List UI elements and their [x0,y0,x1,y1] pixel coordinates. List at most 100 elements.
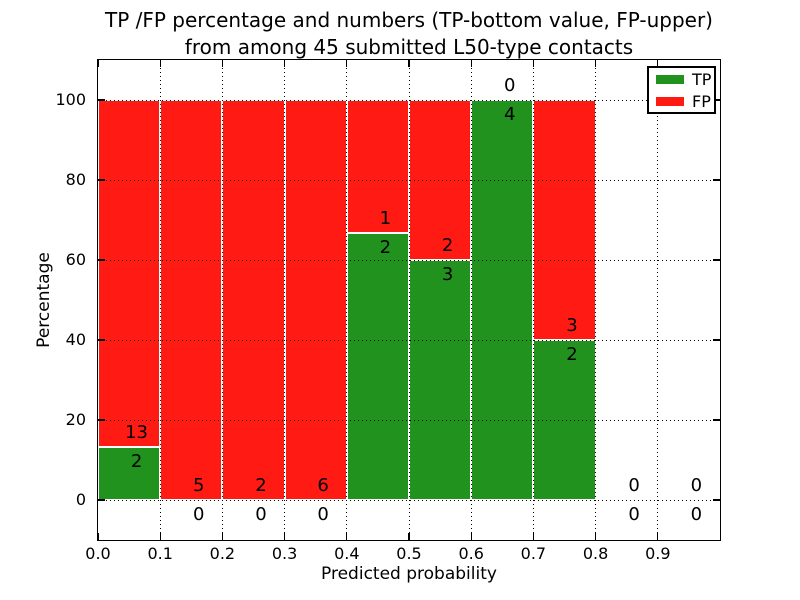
fp-count-label: 6 [317,475,329,496]
plot-area: TP FP 13 2 5 0 2 0 6 0 1 2 2 3 0 4 3 2 0 0 0 0 [97,59,721,541]
tp-count-label: 0 [255,504,267,525]
x-tick-mark [408,60,410,67]
tp-count-label: 0 [628,504,640,525]
x-tick-mark [97,533,99,540]
y-tick-label: 0 [75,490,86,509]
x-tick-label: 0.5 [396,544,422,563]
tp-count-label: 0 [317,504,329,525]
fp-bar-segment [284,100,347,500]
horizontal-gridline [98,179,720,181]
x-tick-mark [657,533,659,540]
chart-title-line-1: TP /FP percentage and numbers (TP-bottom… [105,8,713,32]
x-tick-mark [408,533,410,540]
y-tick-label: 60 [65,250,86,269]
y-tick-mark [98,259,105,261]
chart-title: TP /FP percentage and numbers (TP-bottom… [9,7,800,61]
legend-item-fp: FP [649,91,714,112]
fp-count-label: 2 [255,475,267,496]
tp-bar-segment [409,260,472,500]
fp-count-label: 0 [690,475,703,496]
fp-count-label: 5 [193,475,205,496]
y-tick-mark [98,419,105,421]
legend-item-tp: TP [649,69,714,90]
fp-legend-swatch [656,97,684,106]
fp-bar-segment [222,100,285,500]
x-tick-mark [346,533,348,540]
fp-bar-segment [160,100,223,500]
x-tick-mark [532,60,534,67]
horizontal-gridline [98,99,720,101]
vertical-gridline [657,60,659,540]
vertical-gridline [408,60,410,540]
tp-count-label: 2 [566,344,578,365]
horizontal-gridline [98,259,720,261]
x-tick-mark [159,60,161,67]
tp-count-label: 2 [379,237,392,259]
fp-count-label: 1 [379,208,392,230]
y-tick-mark [713,419,720,421]
x-tick-label: 0.3 [271,544,298,563]
x-tick-label: 0.6 [458,544,484,563]
y-tick-label: 80 [65,170,86,189]
horizontal-gridline [98,419,720,421]
x-tick-label: 0.0 [85,544,111,563]
y-tick-label: 20 [65,410,86,429]
x-tick-mark [595,60,597,67]
x-tick-mark [284,60,286,67]
y-tick-mark [713,179,720,181]
x-axis-label: Predicted probability [321,564,497,584]
vertical-gridline [284,60,286,540]
x-tick-label: 0.4 [334,544,360,563]
fp-count-label: 0 [628,475,640,496]
x-tick-mark [221,533,223,540]
tp-count-label: 0 [193,504,205,525]
tp-count-label: 4 [504,104,516,125]
tp-bar-segment [471,100,534,500]
tp-count-label: 2 [130,450,143,472]
x-tick-mark [159,533,161,540]
tp-bar-segment [346,233,409,500]
y-tick-mark [713,259,720,261]
y-tick-mark [98,179,105,181]
x-tick-mark [657,60,659,67]
y-tick-label: 40 [65,330,86,349]
tp-count-label: 0 [690,504,703,525]
tp-legend-swatch [656,75,684,84]
y-tick-mark [98,499,105,501]
fp-bar-segment [346,100,409,234]
fp-count-label: 3 [566,315,578,336]
x-tick-mark [470,533,472,540]
horizontal-gridline [98,499,720,501]
tp-bar-segment [98,446,161,500]
x-tick-label: 0.8 [582,544,609,563]
x-tick-label: 0.2 [209,544,236,563]
y-tick-mark [713,339,720,341]
fp-bar-segment [533,100,596,340]
tp-count-label: 3 [441,264,454,285]
tp-legend-label: TP [692,69,712,89]
x-tick-mark [284,533,286,540]
vertical-gridline [595,60,597,540]
vertical-gridline [159,60,161,540]
x-tick-mark [595,533,597,540]
plot-inner: TP FP 13 2 5 0 2 0 6 0 1 2 2 3 0 4 3 2 0 0 0 0 [97,60,720,540]
y-tick-mark [713,499,720,501]
y-tick-mark [98,99,105,101]
fp-bar-segment [98,100,161,447]
x-tick-label: 0.1 [147,544,173,563]
fp-legend-label: FP [692,91,711,111]
x-tick-label: 0.7 [520,544,547,563]
vertical-gridline [532,60,534,540]
x-tick-label: 0.9 [645,544,671,563]
y-tick-mark [98,339,105,341]
legend: TP FP [647,66,716,114]
y-tick-mark [713,99,720,101]
x-tick-mark [532,533,534,540]
vertical-gridline [221,60,223,540]
x-tick-mark [97,60,99,67]
fp-count-label: 2 [441,235,454,256]
vertical-gridline [346,60,348,540]
x-tick-mark [346,60,348,67]
chart-title-line-2: from among 45 submitted L50-type contact… [184,35,634,59]
